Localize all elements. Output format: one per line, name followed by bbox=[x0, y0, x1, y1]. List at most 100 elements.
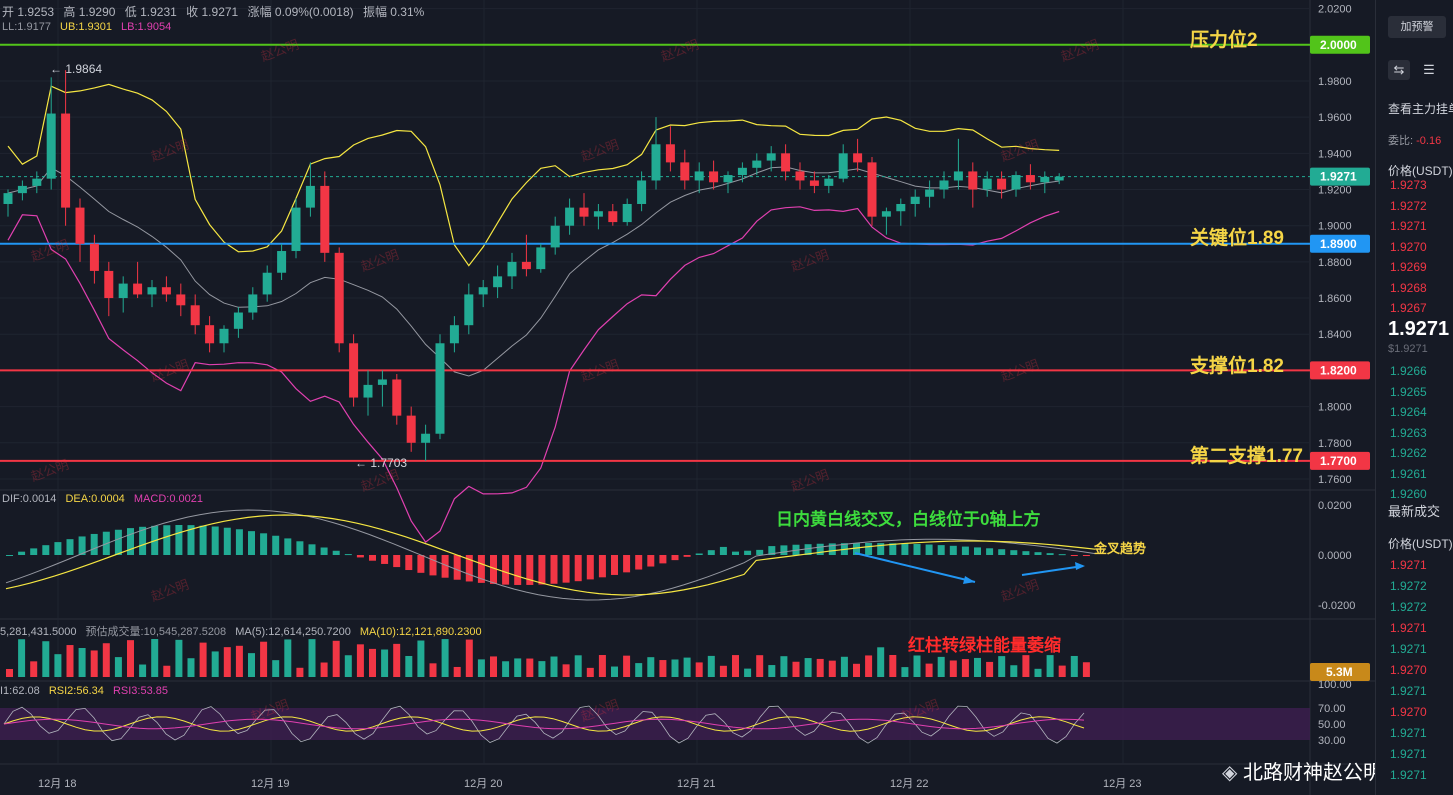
candle-body bbox=[363, 384, 373, 398]
bid-price-row[interactable]: 1.9264 bbox=[1390, 405, 1427, 419]
golden-cross-annotation: 金叉趋势 bbox=[1094, 541, 1147, 556]
volume-bar bbox=[707, 655, 715, 677]
volume-bar bbox=[393, 643, 401, 677]
volume-bar bbox=[163, 665, 171, 677]
support-2-label: 第二支撑1.77 bbox=[1190, 446, 1303, 467]
down-trend-arrow bbox=[854, 552, 976, 583]
view-orders-link[interactable]: 查看主力挂单 bbox=[1388, 102, 1453, 116]
bid-price-row[interactable]: 1.9262 bbox=[1390, 446, 1427, 460]
volume-bar bbox=[562, 664, 570, 677]
candle-body bbox=[334, 252, 344, 344]
trades-price-header: 价格(USDT) bbox=[1388, 537, 1453, 551]
volume-bar bbox=[901, 667, 909, 677]
bid-price-row[interactable]: 1.9263 bbox=[1390, 425, 1427, 440]
rsi-tick-label: 50.00 bbox=[1318, 719, 1346, 731]
bid-price-row[interactable]: 1.9266 bbox=[1390, 364, 1427, 378]
ask-price-row[interactable]: 1.9269 bbox=[1390, 260, 1427, 274]
macd-histogram-bar bbox=[659, 555, 667, 564]
macd-histogram-bar bbox=[66, 539, 74, 555]
orderbook-both-icon[interactable]: ⇆ bbox=[1388, 60, 1410, 80]
candle-body bbox=[550, 225, 560, 248]
volume-bar bbox=[30, 661, 38, 677]
macd-histogram-bar bbox=[586, 555, 594, 580]
volume-bar bbox=[78, 648, 86, 677]
macd-histogram-bar bbox=[853, 543, 860, 555]
trade-price-row: 1.9271 bbox=[1390, 684, 1427, 698]
candle-body bbox=[75, 207, 85, 244]
volume-bar bbox=[151, 639, 159, 677]
volume-bar bbox=[248, 653, 255, 677]
volume-bar bbox=[550, 656, 558, 677]
ask-price-row[interactable]: 1.9267 bbox=[1390, 301, 1427, 315]
level-price-tag bbox=[1310, 35, 1370, 54]
volume-bar bbox=[296, 667, 304, 677]
time-tick-label: 12月 23 bbox=[1103, 778, 1142, 790]
macd-histogram-bar bbox=[514, 555, 522, 585]
chart-canvas[interactable]: 2.0200 1.9800 1.9600 1.9400 1.9200 1.9000 1.88… bbox=[0, 0, 1375, 795]
boll-upper-line bbox=[7, 83, 1060, 267]
low-label: 低 1.9231 bbox=[124, 5, 177, 19]
macd-histogram-bar bbox=[598, 555, 606, 578]
macd-histogram-bar bbox=[308, 544, 316, 555]
macd-histogram-bar bbox=[574, 555, 582, 582]
macd-histogram-bar bbox=[1070, 555, 1078, 556]
ask-price-row[interactable]: 1.9271 bbox=[1390, 219, 1427, 233]
candle-body bbox=[1025, 175, 1035, 183]
macd-histogram-bar bbox=[127, 528, 134, 555]
volume-bar bbox=[574, 655, 582, 677]
volume-bar bbox=[756, 655, 764, 677]
add-alert-button[interactable]: 加预警 bbox=[1388, 16, 1446, 38]
ask-price-row[interactable]: 1.9270 bbox=[1390, 239, 1427, 254]
candle-body bbox=[421, 433, 431, 443]
candle-body bbox=[377, 379, 387, 385]
ask-price-row[interactable]: 1.9268 bbox=[1390, 280, 1427, 295]
price-tick-label: 1.8600 bbox=[1318, 293, 1352, 305]
candle-body bbox=[305, 185, 315, 208]
macd-histogram-bar bbox=[163, 525, 171, 555]
price-tick-label: 1.8000 bbox=[1318, 402, 1352, 414]
candle-body bbox=[752, 160, 762, 168]
volume-bar bbox=[937, 656, 945, 677]
orderbook-list-icon[interactable]: ☰ bbox=[1423, 62, 1435, 77]
volume-bar bbox=[768, 665, 776, 677]
volume-bar bbox=[889, 655, 897, 677]
macd-histogram-bar bbox=[199, 525, 207, 555]
volume-estimate-label: 预估成交量:10,545,287.5208 bbox=[85, 626, 227, 638]
volume-bar bbox=[223, 647, 231, 677]
last-price: 1.9271 bbox=[1388, 318, 1450, 340]
macd-histogram-bar bbox=[248, 531, 255, 555]
bid-price-row[interactable]: 1.9265 bbox=[1390, 384, 1427, 399]
bid-price-row[interactable]: 1.9261 bbox=[1390, 466, 1427, 481]
macd-histogram-bar bbox=[707, 550, 715, 555]
macd-histogram-bar bbox=[453, 555, 461, 580]
bid-price-row[interactable]: 1.9260 bbox=[1390, 487, 1427, 501]
macd-histogram-bar bbox=[913, 544, 921, 555]
candle-body bbox=[219, 328, 229, 344]
candle-body bbox=[493, 276, 503, 288]
price-tick-label: 1.8800 bbox=[1318, 257, 1352, 269]
candle-body bbox=[737, 167, 747, 176]
macd-histogram-bar bbox=[1034, 552, 1042, 555]
ask-price-row[interactable]: 1.9272 bbox=[1390, 198, 1427, 213]
volume-bar bbox=[465, 639, 473, 677]
volume-bar bbox=[441, 639, 449, 677]
candle-body bbox=[161, 287, 171, 295]
volume-bar bbox=[695, 662, 703, 677]
high-marker: ← 1.9864 bbox=[50, 62, 103, 76]
candle-body bbox=[205, 325, 215, 344]
candle-body bbox=[694, 171, 704, 181]
ask-price-row[interactable]: 1.9273 bbox=[1390, 178, 1427, 192]
macd-histogram-bar bbox=[284, 538, 292, 555]
trade-price-row: 1.9271 bbox=[1390, 768, 1427, 782]
candle-body bbox=[349, 343, 359, 398]
volume-bar bbox=[6, 669, 13, 677]
macd-histogram-bar bbox=[344, 554, 352, 556]
candle-body bbox=[46, 113, 56, 179]
macd-histogram-bar bbox=[635, 555, 643, 570]
candle-body bbox=[766, 153, 776, 161]
price-tick-label: 1.9000 bbox=[1318, 221, 1352, 233]
price-tick-label: 1.9600 bbox=[1318, 112, 1352, 124]
candle-body bbox=[3, 193, 13, 204]
volume-bar bbox=[284, 639, 292, 677]
candle-body bbox=[795, 171, 805, 181]
